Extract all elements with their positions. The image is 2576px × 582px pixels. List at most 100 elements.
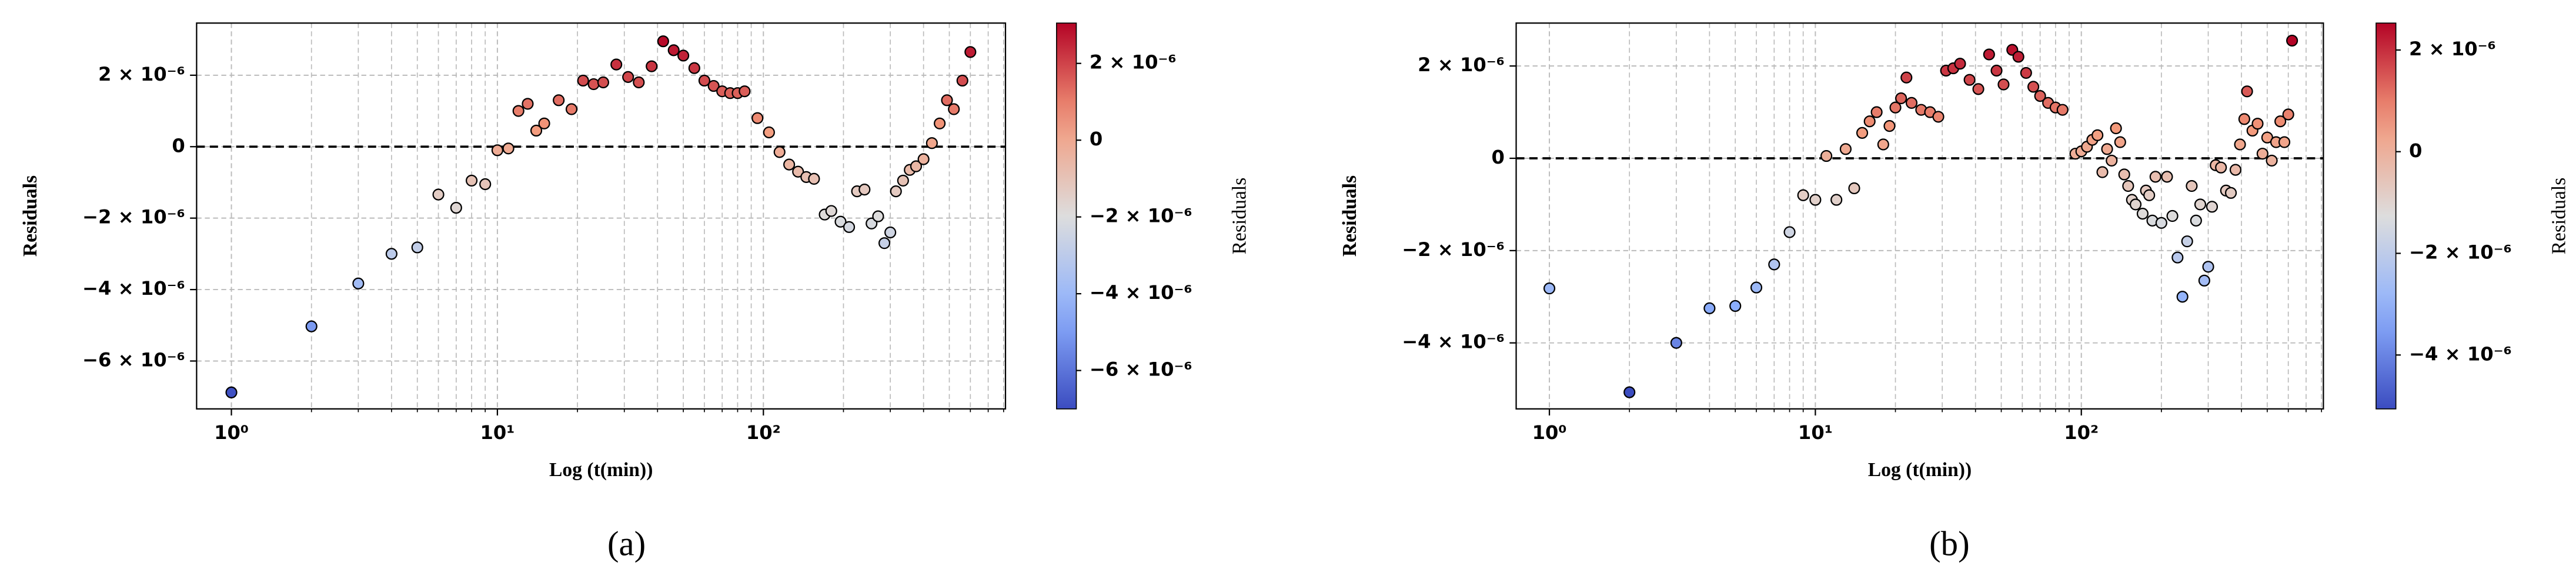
point xyxy=(2202,261,2214,273)
point xyxy=(1783,226,1796,238)
point xyxy=(577,74,589,87)
point xyxy=(878,237,891,250)
colorbar-tick-label: −2 × 10⁻⁶ xyxy=(2409,241,2512,264)
colorbar xyxy=(1056,22,1077,410)
point xyxy=(2101,143,2113,155)
point xyxy=(2186,179,2198,192)
colorbar-tick-label: 0 xyxy=(2409,139,2422,162)
y-axis-label: Residuals xyxy=(1339,175,1361,257)
point xyxy=(587,78,600,91)
point xyxy=(1889,101,1902,114)
point xyxy=(385,248,397,260)
point xyxy=(783,158,796,171)
y-tick-label: −4 × 10⁻⁶ xyxy=(1402,331,1505,353)
colorbar-tick-label: −4 × 10⁻⁶ xyxy=(2409,342,2512,365)
panel-label: (a) xyxy=(607,525,646,563)
point xyxy=(707,79,720,92)
point xyxy=(1768,258,1780,271)
x-tick-label: 10⁰ xyxy=(214,421,249,444)
point xyxy=(1900,71,1913,84)
point xyxy=(2056,104,2069,116)
point xyxy=(553,94,565,107)
point xyxy=(2106,154,2118,167)
point xyxy=(1983,48,1995,61)
point xyxy=(884,226,897,239)
colorbar-tick-label: −4 × 10⁻⁶ xyxy=(1090,281,1192,304)
point xyxy=(2215,161,2227,174)
point xyxy=(834,215,847,228)
point xyxy=(597,76,610,89)
point xyxy=(1870,106,1883,118)
point xyxy=(622,71,634,83)
point xyxy=(858,184,871,196)
point xyxy=(2278,136,2291,148)
y-axis-label: Residuals xyxy=(19,175,41,257)
point xyxy=(2122,179,2134,192)
point xyxy=(910,160,923,172)
point xyxy=(2198,274,2210,287)
point xyxy=(843,221,856,233)
point xyxy=(2149,171,2161,183)
point xyxy=(2118,168,2130,181)
point xyxy=(1863,115,1876,128)
point xyxy=(2114,136,2126,148)
y-tick-label: −4 × 10⁻⁶ xyxy=(82,277,185,300)
point xyxy=(657,35,669,48)
point xyxy=(1543,282,1556,295)
point xyxy=(225,386,238,398)
y-tick-label: 0 xyxy=(172,134,185,157)
point xyxy=(667,44,680,56)
point xyxy=(2027,81,2040,93)
point xyxy=(2256,148,2268,160)
point xyxy=(565,103,578,115)
point xyxy=(897,174,909,187)
colorbar-tick-label: −2 × 10⁻⁶ xyxy=(1090,205,1192,227)
colorbar-label: Residuals xyxy=(1228,178,1250,255)
point xyxy=(2091,129,2104,141)
point xyxy=(1820,149,1833,162)
point xyxy=(2161,171,2173,183)
point xyxy=(872,210,884,222)
x-tick-label: 10¹ xyxy=(1798,421,1833,444)
point xyxy=(450,201,462,214)
point xyxy=(491,144,504,157)
point xyxy=(698,74,711,87)
point xyxy=(751,112,764,124)
y-tick-label: 2 × 10⁻⁶ xyxy=(1418,54,1505,76)
point xyxy=(808,172,820,185)
point xyxy=(948,103,960,115)
point xyxy=(465,174,478,187)
point xyxy=(1883,120,1896,132)
point xyxy=(2190,214,2202,227)
plot-frame xyxy=(1515,22,2324,410)
point xyxy=(1830,194,1843,206)
point xyxy=(352,277,365,290)
colorbar xyxy=(2375,22,2397,410)
point xyxy=(2194,198,2207,211)
point xyxy=(522,98,534,110)
point xyxy=(2238,113,2250,125)
point xyxy=(773,146,786,158)
y-tick-label: −2 × 10⁻⁶ xyxy=(1402,238,1505,261)
y-tick-label: 0 xyxy=(1492,146,1505,168)
y-tick-label: 2 × 10⁻⁶ xyxy=(98,63,185,85)
point xyxy=(2143,189,2156,201)
panel-label: (b) xyxy=(1929,525,1970,563)
point xyxy=(926,137,938,149)
point xyxy=(1797,189,1809,201)
point xyxy=(2224,187,2237,199)
point xyxy=(964,46,977,58)
point xyxy=(792,165,804,178)
x-axis-label: Log (t(min)) xyxy=(1868,459,1972,481)
point xyxy=(2136,208,2149,220)
point xyxy=(1623,386,1636,398)
point xyxy=(1877,138,1889,151)
point xyxy=(890,185,902,198)
colorbar-label: Residuals xyxy=(2548,178,2570,255)
point xyxy=(677,49,690,62)
colorbar-tick-label: 2 × 10⁻⁶ xyxy=(2409,38,2496,60)
point xyxy=(688,62,700,74)
point xyxy=(411,241,423,254)
point xyxy=(1729,300,1742,312)
